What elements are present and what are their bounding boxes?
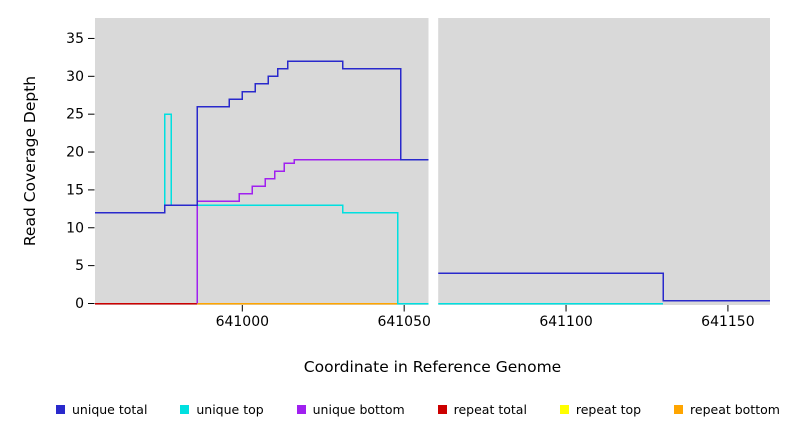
- legend-label: unique bottom: [312, 401, 405, 417]
- legend-item-repeat-total: repeat total: [437, 401, 527, 417]
- x-axis-label: Coordinate in Reference Genome: [303, 358, 562, 376]
- y-tick-label: 15: [66, 182, 84, 198]
- legend-label: unique top: [196, 401, 264, 417]
- legend-swatch-unique-top: [180, 404, 190, 414]
- legend-item-repeat-bottom: repeat bottom: [674, 402, 780, 417]
- x-tick-label: 641050: [377, 314, 430, 330]
- y-tick-label: 35: [66, 31, 84, 47]
- y-tick-label: 0: [75, 296, 84, 312]
- legend-label: unique total: [72, 401, 148, 417]
- legend: unique total unique top unique bottom repea…: [0, 396, 792, 422]
- x-tick-label: 641000: [216, 314, 269, 330]
- legend-item-unique-bottom: unique bottom: [296, 401, 405, 417]
- legend-swatch-unique-bottom: [296, 404, 306, 414]
- legend-label: repeat top: [575, 401, 642, 417]
- y-axis-label: Read Coverage Depth: [21, 75, 39, 247]
- y-tick-label: 25: [66, 107, 84, 123]
- legend-item-unique-total: unique total: [56, 402, 147, 417]
- series-unique-total: [95, 60, 429, 214]
- coverage-gap: [428, 18, 439, 305]
- x-tick-label: 641150: [701, 314, 754, 330]
- x-tick-label: 641100: [539, 314, 592, 330]
- legend-label: repeat bottom: [690, 401, 780, 417]
- legend-swatch-unique-total: [56, 404, 65, 414]
- legend-item-repeat-top: repeat top: [559, 401, 642, 417]
- series-unique-bottom: [196, 158, 429, 304]
- series-unique-total: [438, 272, 770, 302]
- legend-item-unique-top: unique top: [180, 401, 264, 417]
- y-tick-label: 5: [75, 258, 84, 274]
- y-tick-label: 30: [66, 69, 84, 85]
- legend-swatch-repeat-bottom: [674, 404, 684, 414]
- legend-swatch-repeat-top: [559, 404, 569, 414]
- legend-swatch-repeat-total: [437, 404, 447, 414]
- series-unique-top: [95, 113, 429, 305]
- legend-label: repeat total: [453, 401, 527, 417]
- y-tick-label: 20: [66, 145, 84, 161]
- y-tick-label: 10: [66, 220, 84, 236]
